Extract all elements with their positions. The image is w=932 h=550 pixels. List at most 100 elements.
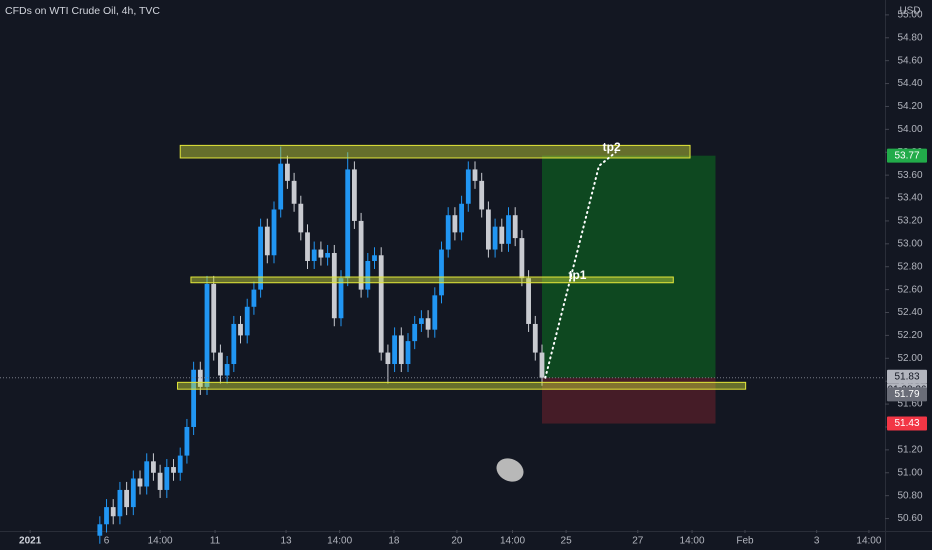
currency: USD — [899, 6, 920, 17]
candle-body — [378, 255, 384, 353]
y-tick-label: 54.60 — [897, 55, 922, 66]
cursor-blob — [496, 458, 524, 482]
candle-body — [459, 203, 464, 233]
candle-body — [465, 169, 471, 204]
candle-body — [412, 323, 418, 342]
candle-body — [231, 323, 237, 365]
candle-body — [251, 289, 257, 307]
price-badge — [887, 416, 927, 431]
candle-body — [184, 426, 190, 456]
y-tick-label: 54.80 — [897, 32, 922, 43]
x-tick-label: 27 — [632, 536, 644, 547]
zone — [190, 276, 674, 284]
x-tick-label: 14:00 — [680, 536, 705, 547]
candle-body — [218, 352, 223, 376]
x-tick-label: 3 — [814, 536, 820, 547]
x-tick-label: 25 — [561, 536, 573, 547]
price-badge-label: 51.79 — [894, 389, 919, 400]
candle-body — [398, 335, 404, 365]
candle-body — [325, 252, 331, 258]
candle-body — [338, 278, 344, 319]
y-tick-label: 55.00 — [897, 10, 922, 21]
y-tick-label: 52.80 — [897, 261, 922, 272]
candle-body — [298, 203, 304, 233]
candle-body — [104, 507, 109, 525]
candle-body — [352, 169, 357, 221]
candle-body — [278, 163, 284, 210]
candle-body — [526, 278, 531, 324]
y-tick-label: 52.60 — [897, 284, 922, 295]
candle-body — [318, 249, 324, 258]
candle-body — [479, 180, 485, 210]
y-tick-label: 52.40 — [897, 307, 922, 318]
candle-body — [238, 323, 243, 336]
y-tick-label: 52.00 — [897, 353, 922, 364]
candle-body — [97, 524, 103, 536]
y-tick-label: 54.40 — [897, 78, 922, 89]
candle-body — [224, 364, 230, 376]
candle-body — [244, 306, 250, 336]
price-badge-label: 51.83 — [894, 371, 919, 382]
candle-body — [499, 226, 505, 244]
candle-body — [285, 163, 290, 181]
y-tick-label: 51.00 — [897, 467, 922, 478]
x-tick-label: 18 — [388, 536, 400, 547]
candle-body — [197, 369, 203, 387]
price-badge — [887, 148, 927, 163]
target-area — [541, 155, 716, 378]
candle-body — [291, 180, 297, 204]
candle-body — [506, 215, 511, 244]
candle-body — [385, 352, 391, 365]
annotation: tp2 — [603, 140, 621, 154]
candle-body — [519, 238, 525, 279]
x-tick-label: 14:00 — [327, 536, 352, 547]
candle-body — [472, 169, 478, 181]
y-tick-label: 50.80 — [897, 490, 922, 501]
x-tick-label: 2021 — [19, 536, 42, 547]
zone — [177, 381, 747, 390]
y-tick-label: 53.60 — [897, 170, 922, 181]
x-tick-label: 14:00 — [856, 536, 881, 547]
candle-body — [452, 215, 458, 233]
candle-body — [171, 467, 176, 473]
candle-body — [405, 341, 411, 365]
candle-body — [345, 169, 351, 279]
candle-body — [117, 489, 123, 517]
candle-body — [432, 295, 438, 330]
candle-body — [144, 461, 150, 487]
y-tick-label: 52.20 — [897, 330, 922, 341]
candle-body — [445, 215, 451, 250]
price-badge — [887, 369, 927, 384]
candle-body — [164, 467, 170, 490]
x-tick-label: 11 — [210, 536, 221, 547]
y-tick-label: 51.60 — [897, 399, 922, 410]
price-badge-label: 51.43 — [894, 418, 919, 429]
candle-body — [177, 455, 183, 473]
candle-body — [485, 209, 491, 250]
x-tick-label: 20 — [451, 536, 463, 547]
stop-area — [541, 377, 716, 424]
candle-body — [151, 461, 156, 473]
x-tick-label: Feb — [736, 536, 754, 547]
candle-body — [211, 283, 217, 353]
x-tick-label: 14:00 — [500, 536, 525, 547]
candle-body — [191, 369, 197, 427]
candle-body — [258, 226, 264, 290]
candle-body — [264, 226, 270, 256]
annotation: tp1 — [568, 268, 586, 282]
y-tick-label: 53.20 — [897, 216, 922, 227]
candle-body — [157, 472, 163, 490]
candle-body — [331, 252, 337, 319]
zone — [179, 144, 691, 159]
candle-body — [305, 232, 310, 261]
candle-body — [439, 249, 444, 296]
candle-body — [110, 507, 116, 517]
candle-body — [532, 323, 538, 353]
x-tick-label: 14:00 — [148, 536, 173, 547]
y-tick-label: 53.40 — [897, 193, 922, 204]
candle-body — [311, 249, 317, 261]
candle-body — [425, 318, 431, 330]
y-tick-label: 54.00 — [897, 124, 922, 135]
